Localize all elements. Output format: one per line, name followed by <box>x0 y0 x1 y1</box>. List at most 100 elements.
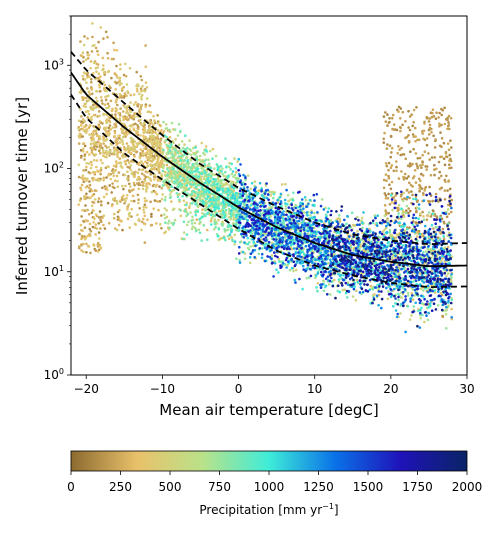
scatter-point <box>81 208 84 212</box>
scatter-point <box>232 207 235 210</box>
scatter-point <box>132 103 136 106</box>
scatter-point <box>164 230 168 233</box>
scatter-point <box>400 207 403 210</box>
scatter-point <box>143 147 146 150</box>
scatter-point <box>159 151 163 154</box>
scatter-point <box>134 129 138 133</box>
scatter-point <box>423 189 427 192</box>
scatter-point <box>92 243 95 246</box>
scatter-point <box>176 151 179 154</box>
scatter-point <box>443 222 446 225</box>
scatter-point <box>327 283 331 286</box>
scatter-point <box>109 177 112 181</box>
scatter-point <box>235 257 238 261</box>
scatter-point <box>207 162 211 166</box>
scatter-point <box>87 186 91 190</box>
scatter-point <box>447 212 451 216</box>
scatter-point <box>115 64 118 68</box>
scatter-point <box>118 93 122 96</box>
scatter-point <box>95 90 99 93</box>
scatter-point <box>133 115 136 119</box>
scatter-point <box>404 120 407 123</box>
scatter-point <box>311 203 315 207</box>
scatter-point <box>84 168 88 172</box>
scatter-point <box>122 187 125 191</box>
scatter-point <box>170 159 174 163</box>
scatter-point <box>395 128 399 132</box>
scatter-point <box>178 180 182 183</box>
scatter-point <box>388 117 391 120</box>
scatter-point <box>123 92 127 95</box>
scatter-point <box>215 182 219 186</box>
scatter-point <box>202 177 206 180</box>
scatter-point <box>406 228 409 231</box>
scatter-point <box>82 43 86 47</box>
scatter-point <box>91 22 94 25</box>
scatter-point <box>131 138 135 141</box>
scatter-point <box>116 202 119 205</box>
scatter-point <box>129 185 132 188</box>
scatter-point <box>212 198 215 202</box>
scatter-point <box>102 178 105 182</box>
scatter-point <box>209 166 213 170</box>
scatter-point <box>384 120 388 123</box>
scatter-point <box>189 178 192 181</box>
scatter-point <box>448 159 451 162</box>
scatter-point <box>148 139 152 143</box>
scatter-point <box>148 159 152 162</box>
scatter-point <box>192 183 195 187</box>
scatter-point <box>441 257 444 260</box>
scatter-point <box>408 115 412 118</box>
scatter-point <box>139 134 142 137</box>
scatter-point <box>143 179 147 183</box>
scatter-point <box>341 288 345 292</box>
scatter-point <box>428 123 432 127</box>
scatter-point <box>111 126 115 129</box>
scatter-point <box>447 203 450 207</box>
scatter-point <box>182 231 186 234</box>
scatter-point <box>159 139 162 142</box>
scatter-point <box>303 196 307 199</box>
scatter-point <box>400 296 403 299</box>
scatter-point <box>91 152 95 156</box>
scatter-point <box>186 213 190 216</box>
scatter-point <box>85 208 88 212</box>
scatter-point <box>123 133 126 137</box>
scatter-point <box>100 99 104 102</box>
scatter-point <box>230 236 233 239</box>
scatter-point <box>90 78 93 81</box>
scatter-point <box>173 180 176 183</box>
scatter-point <box>129 101 132 104</box>
scatter-point <box>144 152 147 155</box>
scatter-point <box>447 148 451 152</box>
scatter-point <box>184 134 187 137</box>
scatter-point <box>168 196 172 199</box>
scatter-point <box>386 113 389 116</box>
scatter-point <box>316 289 319 293</box>
scatter-point <box>200 239 203 242</box>
scatter-point <box>114 160 118 163</box>
scatter-point <box>316 282 320 285</box>
scatter-point <box>137 127 140 131</box>
scatter-point <box>384 194 388 197</box>
scatter-point <box>146 164 150 168</box>
scatter-point <box>220 222 223 226</box>
scatter-point <box>118 117 122 120</box>
scatter-point <box>415 210 418 214</box>
scatter-point <box>449 139 452 142</box>
scatter-point <box>123 145 126 149</box>
scatter-point <box>185 146 189 150</box>
scatter-point <box>124 106 127 109</box>
scatter-point <box>230 196 234 200</box>
scatter-point <box>207 181 211 184</box>
scatter-point <box>154 175 157 179</box>
scatter-point <box>90 118 93 121</box>
scatter-point <box>418 212 422 215</box>
scatter-point <box>394 194 398 197</box>
scatter-point <box>107 69 110 73</box>
scatter-point <box>126 118 129 122</box>
scatter-point <box>392 169 396 173</box>
scatter-point <box>432 134 435 138</box>
scatter-point <box>395 160 398 163</box>
